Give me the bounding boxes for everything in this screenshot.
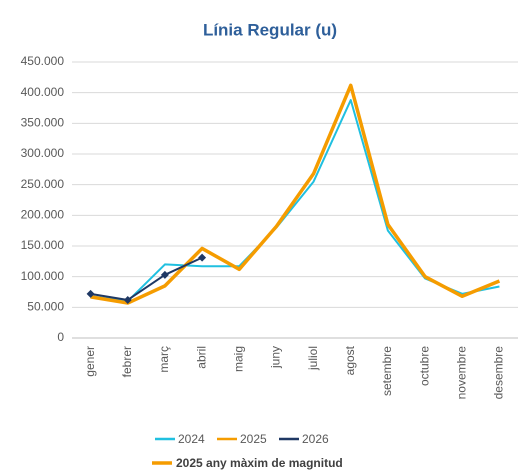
marker: [86, 289, 95, 298]
y-tick-label: 250.000: [21, 177, 65, 191]
y-tick-label: 100.000: [21, 269, 65, 283]
legend-label: 2025: [240, 432, 267, 446]
x-tick-label: gener: [83, 346, 97, 377]
legend-label: 2026: [302, 432, 329, 446]
marker: [160, 270, 169, 279]
y-tick-label: 450.000: [21, 54, 65, 68]
x-tick-label: abril: [194, 346, 208, 369]
y-tick-label: 300.000: [21, 146, 65, 160]
x-tick-label: juliol: [306, 346, 320, 371]
marker: [123, 295, 132, 304]
y-tick-label: 350.000: [21, 116, 65, 130]
y-tick-label: 200.000: [21, 208, 65, 222]
y-tick-label: 150.000: [21, 238, 65, 252]
x-tick-label: octubre: [417, 346, 431, 386]
x-tick-label: novembre: [454, 346, 468, 400]
chart-title: Línia Regular (u): [203, 20, 337, 39]
y-tick-label: 400.000: [21, 85, 65, 99]
x-tick-label: desembre: [492, 346, 506, 400]
y-tick-label: 0: [57, 330, 64, 344]
legend-label: 2024: [178, 432, 205, 446]
x-tick-label: març: [157, 346, 171, 373]
x-tick-label: juny: [269, 346, 283, 369]
y-tick-label: 50.000: [27, 300, 64, 314]
marker: [198, 253, 207, 262]
series-line: [90, 83, 501, 305]
x-tick-label: setembre: [380, 346, 394, 396]
x-tick-label: febrer: [120, 346, 134, 377]
series-line: [90, 256, 203, 301]
x-tick-label: agost: [343, 345, 357, 375]
x-tick-label: maig: [231, 346, 245, 372]
annotation: 2025 any màxim de magnitud: [176, 456, 343, 470]
